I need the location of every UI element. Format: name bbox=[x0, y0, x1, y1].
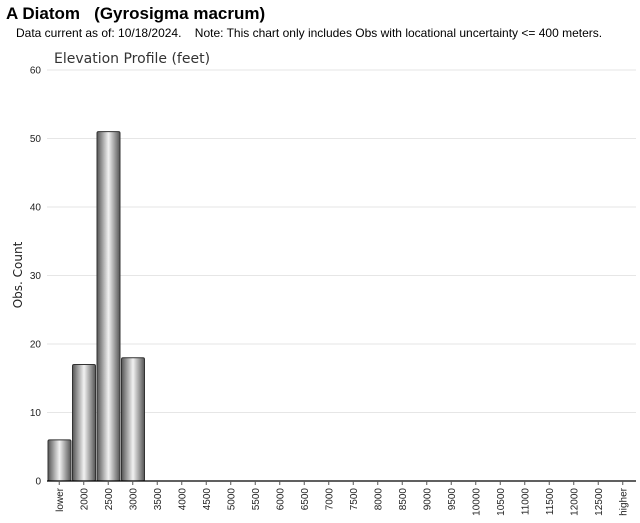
data-note: Data current as of: 10/18/2024. Note: Th… bbox=[16, 26, 603, 40]
x-tick-label: 2500 bbox=[104, 488, 115, 511]
x-tick-label: 2000 bbox=[79, 488, 90, 511]
gridlines bbox=[47, 69, 636, 413]
bar bbox=[96, 131, 121, 482]
x-tick-label: 11000 bbox=[520, 488, 531, 516]
x-tick-label: 6500 bbox=[300, 488, 311, 511]
x-tick-label: 3500 bbox=[153, 488, 164, 511]
y-tick-labels: 0 10 20 30 40 50 60 bbox=[30, 66, 42, 488]
bars bbox=[47, 131, 145, 482]
x-tick-label: 7500 bbox=[349, 488, 360, 511]
x-tick-label: 6000 bbox=[275, 488, 286, 511]
x-tick-label: 8000 bbox=[373, 488, 384, 511]
y-tick-label: 30 bbox=[30, 271, 42, 282]
x-tick-label: higher bbox=[618, 487, 629, 515]
x-tick-label: 10000 bbox=[471, 488, 482, 516]
x-tick-label: 3000 bbox=[128, 488, 139, 511]
x-tick-label: 12500 bbox=[594, 488, 605, 516]
x-tick-label: 12000 bbox=[569, 488, 580, 516]
x-tick-label: 9500 bbox=[447, 488, 458, 511]
x-tick-label: 8500 bbox=[398, 488, 409, 511]
x-tick-label: 11500 bbox=[545, 488, 556, 516]
bar bbox=[47, 439, 72, 482]
x-tick-label: 4000 bbox=[177, 488, 188, 511]
x-tick-label: 4500 bbox=[202, 488, 213, 511]
x-tick-label: 10500 bbox=[496, 488, 507, 516]
y-tick-label: 50 bbox=[30, 134, 42, 145]
y-tick-label: 10 bbox=[30, 408, 42, 419]
y-tick-label: 60 bbox=[30, 66, 42, 77]
x-tick-labels: lower 2000 2500 3000 3500 4000 4500 5000 5500 600… bbox=[55, 481, 629, 516]
chart-title: Elevation Profile (feet) bbox=[54, 51, 210, 67]
x-tick-label: 5000 bbox=[226, 488, 237, 511]
bar bbox=[72, 364, 96, 482]
y-tick-label: 20 bbox=[30, 340, 42, 351]
x-tick-label: 9000 bbox=[422, 488, 433, 511]
page-title: A Diatom (Gyrosigma macrum) bbox=[6, 4, 266, 23]
bar bbox=[121, 357, 145, 482]
y-axis-title: Obs. Count bbox=[11, 241, 25, 308]
x-tick-label: 7000 bbox=[324, 488, 335, 511]
x-tick-label: lower bbox=[55, 487, 66, 512]
y-tick-label: 0 bbox=[35, 477, 41, 488]
x-tick-label: 5500 bbox=[251, 488, 262, 511]
y-tick-label: 40 bbox=[30, 203, 42, 214]
